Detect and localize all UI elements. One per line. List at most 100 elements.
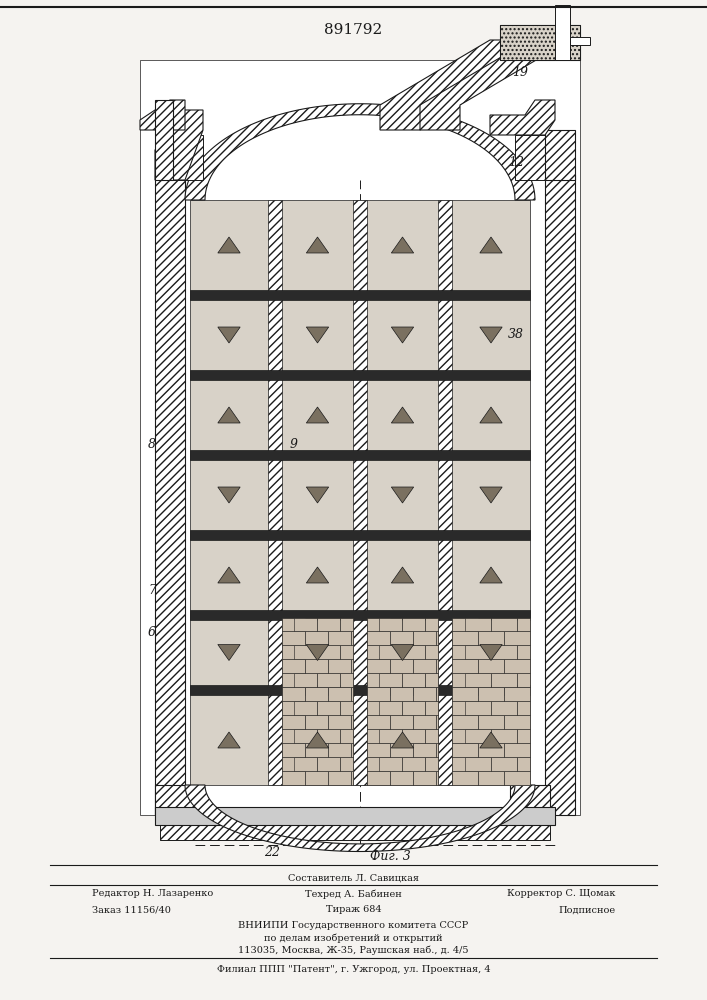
Bar	[390, 743, 413, 757]
Bar	[478, 743, 504, 757]
Text: 12: 12	[508, 155, 524, 168]
Polygon shape	[306, 567, 329, 583]
Bar	[500, 25, 580, 60]
Polygon shape	[480, 645, 502, 660]
Bar	[317, 701, 339, 715]
Bar	[305, 687, 328, 701]
Polygon shape	[218, 407, 240, 423]
Bar	[517, 645, 530, 659]
Bar	[491, 645, 517, 659]
Bar	[268, 200, 282, 785]
Bar	[328, 743, 351, 757]
Bar	[367, 701, 390, 715]
Bar	[390, 631, 413, 645]
Bar	[504, 715, 530, 729]
Polygon shape	[218, 327, 240, 343]
Bar	[282, 771, 305, 785]
Text: по делам изобретений и открытий: по делам изобретений и открытий	[264, 933, 443, 943]
Bar	[452, 659, 478, 673]
Bar	[424, 729, 438, 743]
Bar	[367, 645, 390, 659]
Bar	[424, 618, 438, 631]
Bar	[190, 290, 530, 300]
Bar	[351, 631, 353, 645]
Bar	[173, 135, 203, 180]
Text: Подписное: Подписное	[558, 906, 615, 914]
Bar	[517, 618, 530, 631]
Bar	[452, 729, 478, 743]
Bar	[452, 618, 530, 785]
Bar	[305, 715, 328, 729]
Bar	[190, 450, 530, 460]
Polygon shape	[218, 487, 240, 503]
Bar	[491, 729, 517, 743]
Bar	[413, 771, 436, 785]
Bar	[339, 618, 353, 631]
Bar	[378, 673, 402, 687]
Polygon shape	[306, 237, 329, 253]
Polygon shape	[380, 40, 530, 130]
Bar	[282, 715, 305, 729]
Polygon shape	[391, 237, 414, 253]
Polygon shape	[306, 327, 329, 343]
Bar	[160, 822, 550, 840]
Bar	[424, 645, 438, 659]
Bar	[402, 729, 424, 743]
Text: 891792: 891792	[324, 23, 382, 37]
Polygon shape	[218, 237, 240, 253]
Text: 9: 9	[289, 438, 298, 452]
Bar	[282, 659, 305, 673]
Bar	[413, 687, 436, 701]
Bar	[328, 631, 351, 645]
Text: ВНИИПИ Государственного комитета СССР: ВНИИПИ Государственного комитета СССР	[238, 922, 469, 930]
Polygon shape	[480, 327, 502, 343]
Polygon shape	[391, 732, 414, 748]
Polygon shape	[545, 130, 575, 180]
Text: Тираж 684: Тираж 684	[326, 906, 381, 914]
Bar	[390, 771, 413, 785]
Bar	[339, 757, 353, 771]
Bar	[328, 659, 351, 673]
Bar	[504, 771, 530, 785]
Text: Фиг. 3: Фиг. 3	[370, 850, 410, 863]
Bar	[282, 673, 305, 687]
Text: 8: 8	[148, 438, 156, 452]
Bar	[282, 701, 305, 715]
Bar	[317, 673, 339, 687]
Bar	[367, 687, 390, 701]
Bar	[328, 771, 351, 785]
Bar	[465, 645, 491, 659]
Bar	[367, 673, 390, 687]
Polygon shape	[490, 100, 555, 135]
Bar	[465, 673, 491, 687]
Bar	[367, 715, 390, 729]
Bar	[517, 757, 530, 771]
Bar	[478, 771, 504, 785]
Bar	[465, 618, 491, 631]
Bar	[517, 729, 530, 743]
Bar	[504, 659, 530, 673]
Text: 7: 7	[148, 584, 156, 596]
Polygon shape	[306, 645, 329, 660]
Bar	[452, 715, 478, 729]
Bar	[339, 645, 353, 659]
Bar	[517, 701, 530, 715]
Polygon shape	[391, 567, 414, 583]
Bar	[190, 685, 530, 695]
Polygon shape	[391, 645, 414, 660]
Bar	[378, 618, 402, 631]
Bar	[317, 618, 339, 631]
Bar	[367, 659, 390, 673]
Text: Техред А. Бабинен: Техред А. Бабинен	[305, 889, 402, 899]
Polygon shape	[480, 487, 502, 503]
Bar	[351, 687, 353, 701]
Bar	[282, 687, 305, 701]
Bar	[317, 729, 339, 743]
Bar	[545, 175, 575, 815]
Bar	[500, 25, 580, 60]
Bar	[402, 757, 424, 771]
Text: 19: 19	[512, 66, 527, 79]
Bar	[190, 200, 530, 785]
Bar	[413, 715, 436, 729]
Bar	[465, 757, 491, 771]
